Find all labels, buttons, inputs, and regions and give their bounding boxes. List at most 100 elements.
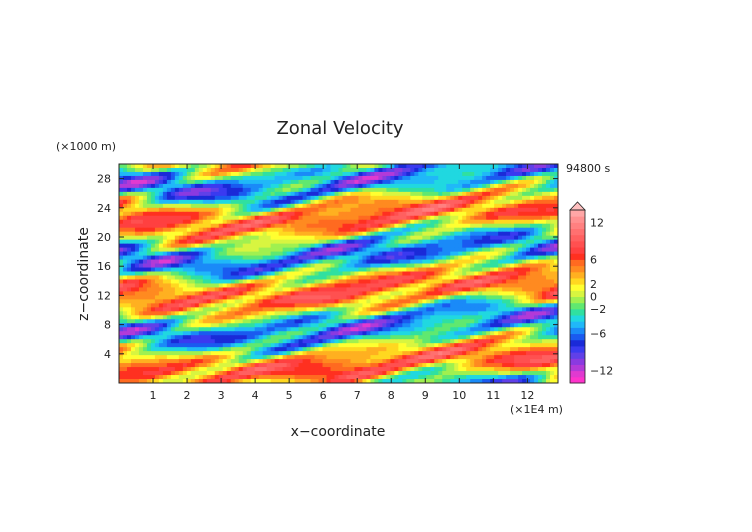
field-cell [330,311,335,316]
field-cell [350,239,355,245]
field-cell [538,299,543,304]
field-cell [350,267,355,272]
field-cell [202,251,208,256]
field-cell [138,191,144,197]
field-cell [202,263,208,268]
field-cell [346,279,351,284]
field-cell [326,231,331,237]
field-cell [350,164,355,169]
field-cell [450,171,455,177]
field-cell [130,211,136,217]
field-cell [398,179,403,185]
field-cell [506,251,511,256]
field-cell [194,215,200,221]
field-cell [378,231,383,237]
field-cell [334,263,339,268]
field-cell [494,187,499,193]
field-cell [398,167,403,173]
field-cell [310,303,315,308]
field-cell [406,339,411,344]
field-cell [222,275,228,280]
field-cell [514,227,519,233]
field-cell [302,215,307,221]
field-cell [346,331,351,336]
field-cell [514,259,519,264]
field-cell [134,235,140,241]
field-cell [170,275,176,280]
field-cell [418,307,423,312]
field-cell [438,175,443,181]
field-cell [334,183,339,189]
field-cell [286,271,292,276]
field-cell [254,207,260,213]
field-cell [226,231,232,237]
field-cell [142,343,148,348]
field-cell [338,203,343,209]
field-cell [122,235,128,241]
field-cell [190,231,196,237]
field-cell [510,255,515,260]
field-cell [334,327,339,332]
field-cell [270,327,276,332]
field-cell [418,219,423,225]
field-cell [446,335,451,340]
field-cell [462,299,467,304]
field-cell [162,303,168,308]
field-cell [342,315,347,320]
field-cell [322,299,327,304]
field-cell [462,191,467,197]
field-cell [446,339,451,344]
field-cell [518,315,523,320]
field-cell [246,235,252,241]
field-cell [510,271,515,276]
field-cell [122,295,128,300]
field-cell [374,171,379,177]
field-cell [354,283,359,288]
field-cell [158,175,164,181]
field-cell [198,164,204,169]
field-cell [282,171,288,177]
field-cell [166,327,172,332]
field-cell [522,323,527,328]
field-cell [222,207,228,213]
field-cell [290,175,295,181]
field-cell [554,295,559,300]
field-cell [522,255,527,260]
field-cell [234,235,240,241]
field-cell [546,295,551,300]
field-cell [266,287,272,292]
field-cell [130,183,136,189]
field-cell [438,295,443,300]
field-cell [166,303,172,308]
field-cell [242,239,248,245]
field-cell [222,164,228,169]
field-cell [218,191,224,197]
field-cell [270,331,276,336]
field-cell [522,207,527,213]
field-cell [554,171,559,177]
field-cell [538,271,543,276]
field-cell [454,291,459,296]
field-cell [534,243,539,249]
field-cell [206,295,212,300]
field-cell [162,255,168,260]
field-cell [366,239,371,245]
field-cell [318,299,323,304]
field-cell [438,239,443,245]
field-cell [318,211,323,217]
field-cell [478,287,483,292]
field-cell [174,199,180,205]
field-cell [119,164,124,169]
field-cell [222,215,228,221]
field-cell [482,299,487,304]
field-cell [402,183,407,189]
field-cell [126,307,132,312]
field-cell [474,251,479,256]
field-cell [226,223,232,229]
field-cell [198,311,204,316]
field-cell [466,211,471,217]
field-cell [414,279,419,284]
field-cell [194,164,200,169]
field-cell [426,323,431,328]
field-cell [370,179,375,185]
